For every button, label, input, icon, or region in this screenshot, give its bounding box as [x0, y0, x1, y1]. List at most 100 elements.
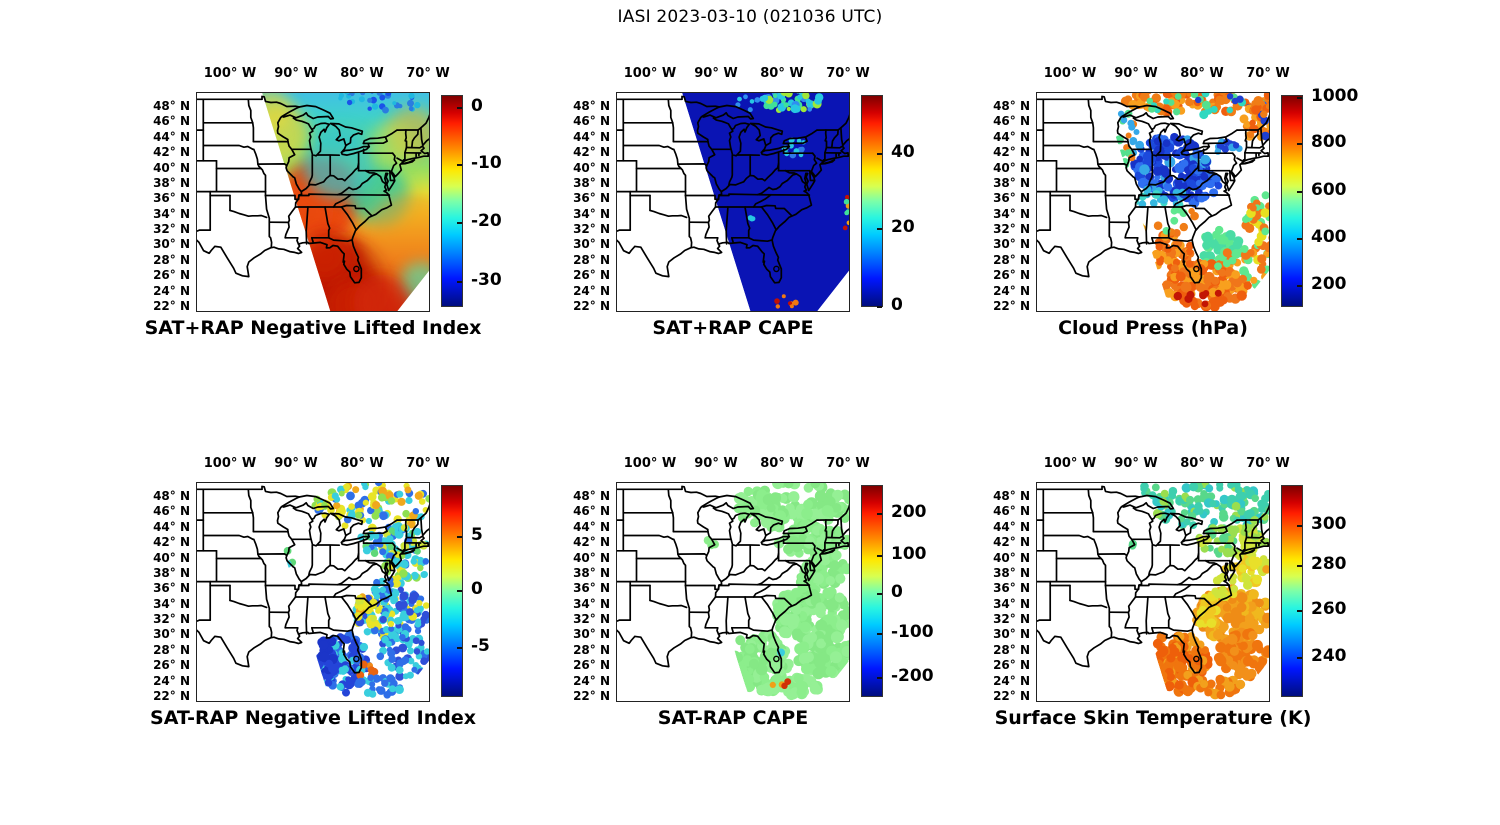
lat-tick-label: 26° N: [993, 658, 1030, 673]
colorbar-tick: [877, 227, 882, 230]
lon-tick-label: 70° W: [1246, 66, 1290, 81]
colorbar-tick-label: 20: [891, 216, 915, 237]
lat-tick-label: 36° N: [153, 581, 190, 596]
lat-tick-label: 32° N: [573, 612, 610, 627]
lon-tick-label: 80° W: [1180, 456, 1224, 471]
lat-tick-label: 44° N: [993, 519, 1030, 534]
lat-tick-label: 32° N: [153, 222, 190, 237]
basemap-state-borders: [1036, 485, 1270, 674]
lon-tick-label: 90° W: [274, 456, 318, 471]
lat-tick-label: 24° N: [153, 283, 190, 298]
lat-tick-label: 26° N: [153, 658, 190, 673]
lon-tick-label: 90° W: [1114, 66, 1158, 81]
colorbar-tick: [1297, 525, 1302, 528]
lat-tick-label: 38° N: [573, 565, 610, 580]
lat-tick-label: 36° N: [153, 191, 190, 206]
lat-tick-label: 36° N: [573, 581, 610, 596]
basemap-state-borders: [616, 485, 850, 674]
lon-tick-label: 100° W: [623, 456, 677, 471]
lon-tick-label: 70° W: [826, 66, 870, 81]
lat-tick-label: 30° N: [993, 237, 1030, 252]
lat-tick-label: 24° N: [573, 283, 610, 298]
colorbar-tick-label: 0: [891, 582, 903, 603]
lat-tick-label: 28° N: [573, 642, 610, 657]
lon-tick-label: 90° W: [274, 66, 318, 81]
lat-tick-label: 28° N: [153, 642, 190, 657]
panel-title-sat-plus-rap-cape: SAT+RAP CAPE: [652, 317, 814, 339]
map-surface-skin-temperature: [1036, 482, 1270, 702]
figure-title: IASI 2023-03-10 (021036 UTC): [617, 7, 883, 27]
lat-tick-label: 42° N: [153, 145, 190, 160]
lat-tick-label: 34° N: [153, 596, 190, 611]
colorbar-tick: [877, 593, 882, 596]
lat-tick-label: 38° N: [993, 565, 1030, 580]
lat-tick-label: 46° N: [573, 114, 610, 129]
colorbar-tick-label: 0: [471, 578, 483, 599]
lat-tick-label: 32° N: [993, 612, 1030, 627]
colorbar-sat-minus-rap-cape: [861, 485, 883, 697]
lat-tick-label: 40° N: [993, 160, 1030, 175]
lon-tick-label: 70° W: [406, 66, 450, 81]
lat-tick-label: 22° N: [993, 298, 1030, 313]
colorbar-tick: [457, 280, 462, 283]
colorbar-tick-label: 800: [1311, 131, 1347, 152]
lat-tick-label: 32° N: [573, 222, 610, 237]
lon-tick-label: 70° W: [406, 456, 450, 471]
lat-tick-label: 44° N: [573, 129, 610, 144]
data-overlay: [703, 482, 850, 701]
colorbar-tick-label: 1000: [1311, 86, 1359, 107]
colorbar-tick: [1297, 284, 1302, 287]
lat-tick-label: 22° N: [153, 298, 190, 313]
lat-tick-label: 34° N: [993, 206, 1030, 221]
lat-tick-label: 42° N: [993, 535, 1030, 550]
lat-tick-label: 42° N: [153, 535, 190, 550]
colorbar-tick-label: 200: [891, 501, 927, 522]
colorbar-tick: [877, 512, 882, 515]
colorbar-tick: [457, 589, 462, 592]
colorbar-tick: [1297, 610, 1302, 613]
lat-tick-label: 26° N: [573, 658, 610, 673]
lat-tick-label: 44° N: [153, 129, 190, 144]
colorbar-tick: [457, 535, 462, 538]
colorbar-cloud-press: [1281, 95, 1303, 307]
colorbar-tick-label: -20: [471, 211, 502, 232]
lat-tick-label: 48° N: [993, 489, 1030, 503]
map-sat-minus-rap-nli: [196, 482, 430, 702]
lon-tick-label: 100° W: [1043, 456, 1097, 471]
panel-title-sat-minus-rap-cape: SAT-RAP CAPE: [657, 707, 809, 729]
lat-tick-label: 34° N: [573, 206, 610, 221]
lat-tick-label: 48° N: [153, 489, 190, 503]
lon-tick-label: 80° W: [1180, 66, 1224, 81]
colorbar-tick: [877, 554, 882, 557]
lat-tick-label: 38° N: [993, 175, 1030, 190]
lat-tick-label: 22° N: [153, 688, 190, 703]
colorbar-sat-plus-rap-cape: [861, 95, 883, 308]
lat-tick-label: 40° N: [153, 550, 190, 565]
colorbar-tick: [457, 222, 462, 225]
colorbar-tick: [877, 153, 882, 156]
colorbar-tick-label: 200: [1311, 273, 1347, 294]
colorbar-tick: [457, 163, 462, 166]
panel-title-cloud-press: Cloud Press (hPa): [1058, 317, 1248, 339]
lat-tick-label: 46° N: [573, 504, 610, 519]
colorbar-tick: [877, 305, 882, 308]
data-overlay: [283, 482, 430, 699]
data-overlay: [681, 92, 850, 312]
lat-tick-label: 48° N: [573, 99, 610, 113]
colorbar-tick-label: 260: [1311, 599, 1347, 620]
lat-tick-label: 28° N: [153, 252, 190, 267]
lat-tick-label: 24° N: [993, 283, 1030, 298]
colorbar-tick: [1297, 564, 1302, 567]
lat-tick-label: 48° N: [573, 489, 610, 503]
colorbar-tick: [877, 676, 882, 679]
colorbar-sat-minus-rap-nli: [441, 485, 463, 697]
lat-tick-label: 28° N: [993, 252, 1030, 267]
lat-tick-label: 42° N: [993, 145, 1030, 160]
lat-tick-label: 34° N: [573, 596, 610, 611]
map-sat-plus-rap-nli: [196, 92, 430, 312]
lat-tick-label: 40° N: [153, 160, 190, 175]
lat-tick-label: 30° N: [573, 237, 610, 252]
lat-tick-label: 40° N: [573, 550, 610, 565]
lat-tick-label: 38° N: [573, 175, 610, 190]
